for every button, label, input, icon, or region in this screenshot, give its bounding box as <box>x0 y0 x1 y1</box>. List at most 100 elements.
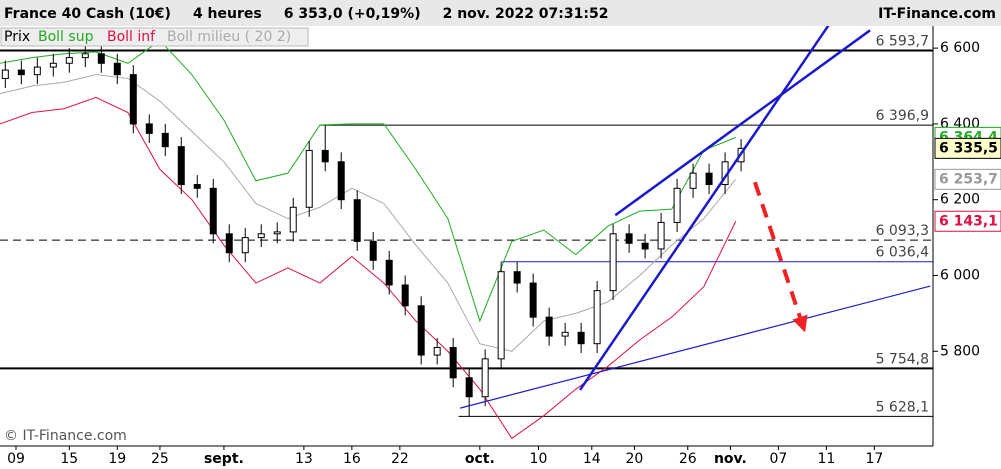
candle-body <box>33 66 41 76</box>
candle-body <box>129 74 137 125</box>
candle-body <box>593 290 601 345</box>
candle-body <box>113 62 121 76</box>
candle-body <box>401 284 409 307</box>
level-label: 6 036,4 <box>876 245 930 261</box>
x-tick-label: 13 <box>295 451 313 467</box>
level-label: 5 628,1 <box>876 399 929 415</box>
x-tick-label: 17 <box>865 451 883 467</box>
x-tick-label: 10 <box>530 451 548 467</box>
level-label: 6 093,3 <box>876 223 929 239</box>
candle-body <box>657 221 665 250</box>
candle-body <box>145 123 153 134</box>
trend-line <box>614 29 871 217</box>
candle-body <box>49 62 57 68</box>
trend-line <box>579 14 837 391</box>
candle-body <box>577 331 585 345</box>
candle-body <box>417 305 425 356</box>
legend-box <box>0 27 309 47</box>
price-badge <box>934 137 1001 159</box>
y-tick-label: 6 000 <box>940 267 980 283</box>
candle-body <box>289 206 297 233</box>
candle-body <box>625 233 633 244</box>
timestamp: 2 nov. 2022 07:31:52 <box>443 6 609 22</box>
candle-body <box>465 377 473 398</box>
legend-entry: Boll milieu ( 20 2) <box>167 29 291 45</box>
level-label: 6 396,9 <box>876 108 929 124</box>
arrow-head <box>792 314 808 333</box>
x-tick-label: 16 <box>343 451 361 467</box>
legend-entry: Prix <box>4 29 30 45</box>
candle-body <box>369 240 377 261</box>
price-badge-label: 6 253,7 <box>939 171 998 187</box>
y-tick-label: 6 200 <box>940 192 980 208</box>
x-tick-label: 09 <box>7 451 25 467</box>
candle-body <box>513 271 521 284</box>
x-tick-label: 20 <box>626 451 644 467</box>
candle-body <box>497 271 505 360</box>
title: France 40 Cash (10€) <box>4 6 171 22</box>
candle-body <box>481 358 489 398</box>
x-tick-label: 19 <box>108 451 126 467</box>
x-tick-label: 25 <box>151 451 169 467</box>
level-label: 5 754,8 <box>876 351 929 367</box>
x-tick-label: sept. <box>204 451 244 467</box>
candle-body <box>209 187 217 235</box>
x-tick-label: 22 <box>391 451 409 467</box>
copyright: © IT-Finance.com <box>4 428 127 444</box>
x-tick-label: 07 <box>769 451 787 467</box>
x-tick-label: 14 <box>583 451 601 467</box>
candle-body <box>273 231 281 235</box>
arrow-shaft <box>753 181 802 318</box>
trend-line <box>459 285 931 409</box>
candle-body <box>353 199 361 242</box>
brand: IT-Finance.com <box>878 6 996 22</box>
candle-body <box>449 346 457 379</box>
band-line <box>0 96 737 440</box>
candle-body <box>337 161 345 201</box>
price-badge-label: 6 335,5 <box>939 140 998 156</box>
price-badge <box>934 210 1001 232</box>
legend-entry: Boll sup <box>38 29 94 45</box>
candle-body <box>161 132 169 148</box>
x-tick-label: nov. <box>714 451 747 467</box>
price-badge <box>934 168 1001 190</box>
y-tick-label: 6 600 <box>940 40 980 56</box>
x-tick-label: oct. <box>465 451 495 467</box>
candle-body <box>529 282 537 318</box>
candle-body <box>561 331 569 337</box>
candle-body <box>17 69 25 76</box>
band-line <box>0 39 736 323</box>
price-badge-label: 6 143,1 <box>939 213 998 229</box>
candle-body <box>641 242 649 250</box>
candle-body <box>689 172 697 189</box>
candle-body <box>609 233 617 292</box>
candle-body <box>385 259 393 286</box>
candle-body <box>545 316 553 337</box>
candle-body <box>433 346 441 356</box>
header-bar <box>0 0 1001 26</box>
y-tick-label: 5 800 <box>940 343 980 359</box>
candle-body <box>225 233 233 254</box>
candle-body <box>97 53 105 64</box>
candle-body <box>241 237 249 254</box>
candle-body <box>705 172 713 186</box>
candle-body <box>321 149 329 163</box>
x-tick-label: 15 <box>60 451 78 467</box>
header: France 40 Cash (10€) 4 heures 6 353,0 (+0,… <box>4 6 608 22</box>
legend: Prix Boll sup Boll inf Boll milieu ( 20 … <box>0 27 309 47</box>
legend-entry: Boll inf <box>107 29 156 45</box>
level-label: 6 593,7 <box>876 34 929 50</box>
interval: 4 heures <box>193 6 262 22</box>
candle-body <box>673 187 681 223</box>
candle-body <box>193 184 201 189</box>
candle-body <box>81 53 89 59</box>
candle-body <box>305 149 313 208</box>
quote: 6 353,0 (+0,19%) <box>284 6 421 22</box>
candle-body <box>1 69 9 79</box>
candle-body <box>177 146 185 186</box>
x-tick-label: 26 <box>679 451 697 467</box>
candle-body <box>257 233 265 239</box>
